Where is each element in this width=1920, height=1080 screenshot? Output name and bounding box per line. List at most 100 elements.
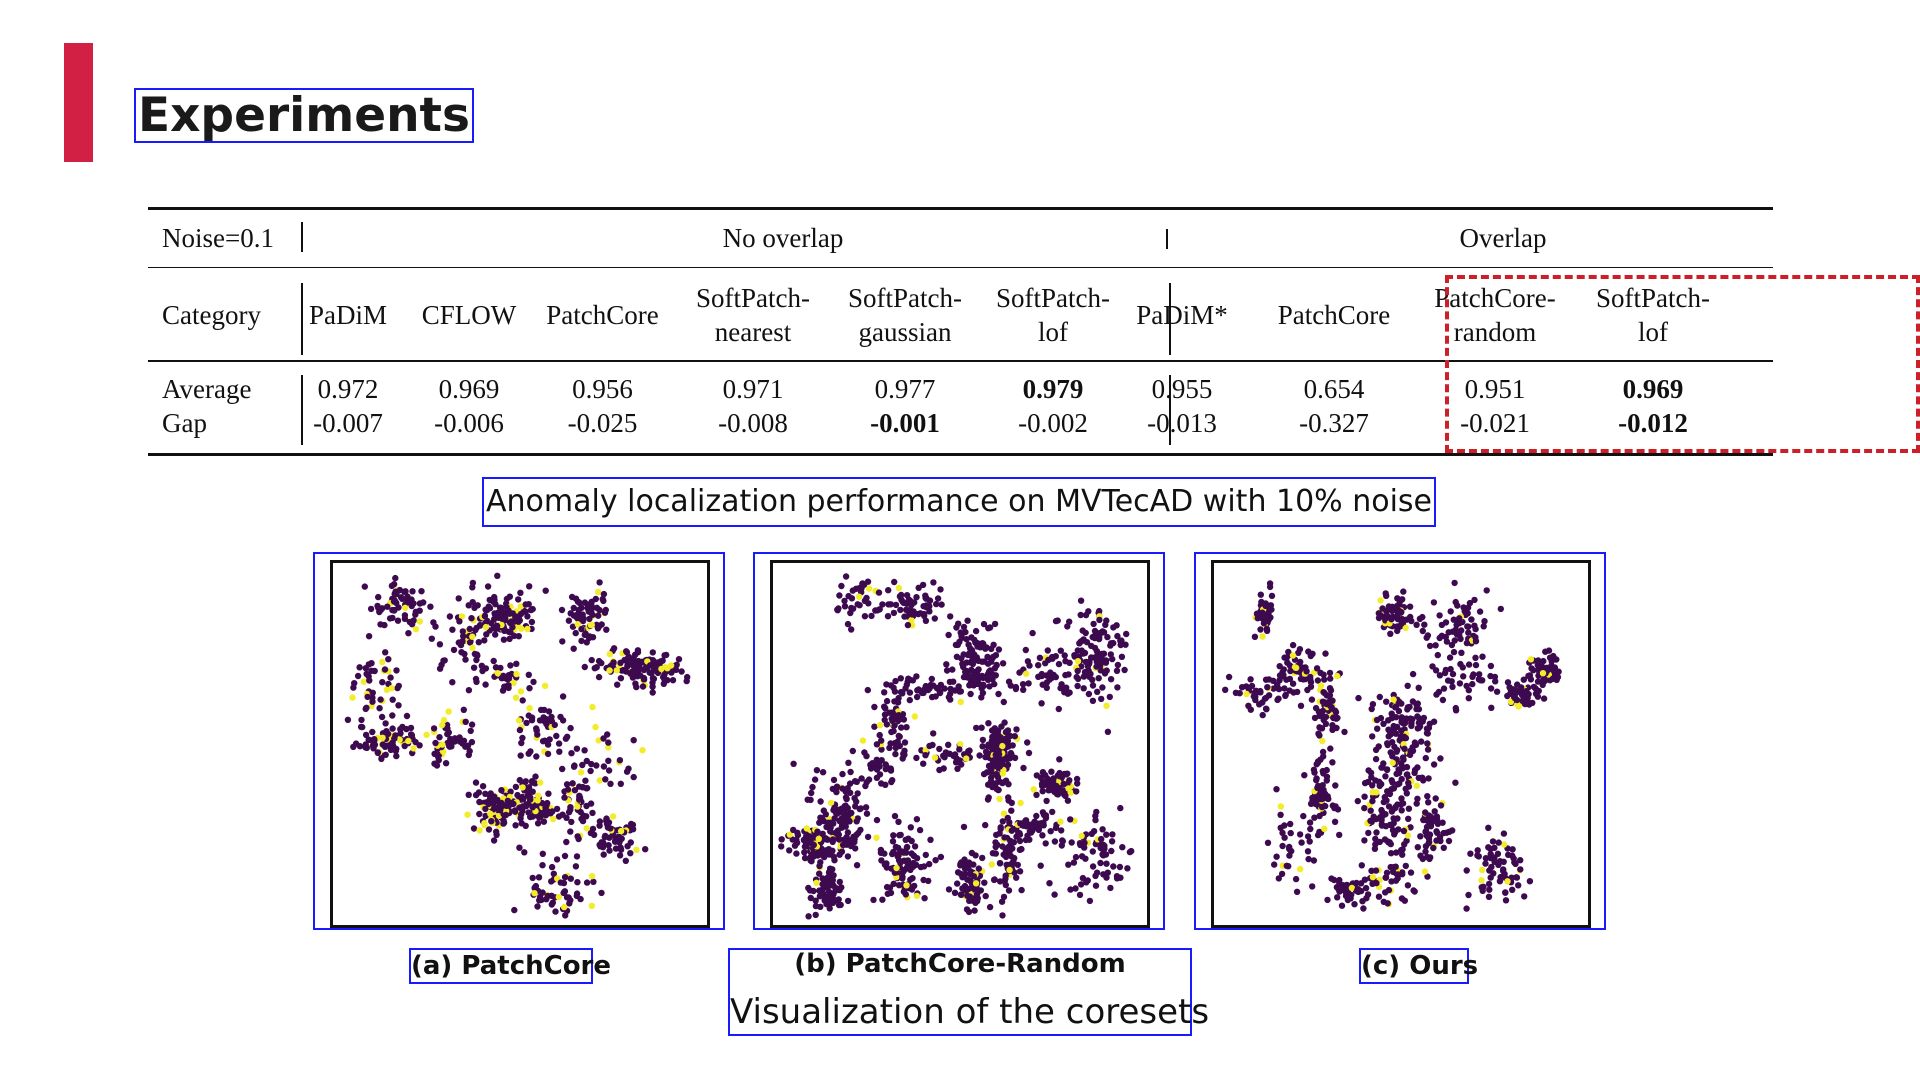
scatter-point (1038, 700, 1045, 707)
scatter-point (891, 812, 899, 820)
scatter-point (917, 610, 924, 617)
scatter-point (350, 684, 357, 691)
scatter-point (1294, 688, 1301, 696)
scatter-point (960, 823, 968, 831)
scatter-point (1464, 623, 1471, 630)
scatter-point (913, 816, 921, 823)
table-divider (1166, 229, 1168, 249)
scatter-point (958, 634, 965, 642)
scatter-point (1016, 837, 1024, 845)
scatter-point (1323, 692, 1330, 699)
scatter-point (943, 661, 950, 668)
scatter-point (583, 802, 590, 810)
scatter-point (943, 667, 951, 674)
scatter-point (1497, 873, 1504, 881)
scatter-point (845, 759, 852, 766)
scatter-point (1109, 655, 1116, 663)
scatter-point (595, 673, 603, 681)
scatter-point (532, 882, 540, 890)
scatter-point (1390, 691, 1397, 699)
scatter-point (470, 825, 478, 832)
scatter-point (1546, 654, 1554, 661)
scatter-point (1520, 676, 1527, 683)
scatter-point (651, 665, 658, 673)
column-header: PatchCore-random (1420, 281, 1570, 349)
scatter-point (979, 854, 986, 862)
column-header: SoftPatch-nearest (678, 281, 828, 349)
scatter-point (1307, 683, 1315, 690)
category-header: Category (162, 300, 261, 330)
scatter-point (605, 842, 612, 849)
scatter-point (377, 621, 384, 628)
scatter-point (369, 689, 376, 696)
scatter-point (1377, 597, 1384, 604)
scatter-point (1431, 808, 1438, 815)
scatter-point (401, 615, 409, 622)
scatter-point (1505, 851, 1512, 858)
scatter-point (887, 765, 894, 772)
scatter-point (1322, 650, 1329, 657)
scatter-point (1316, 812, 1323, 820)
scatter-point (516, 844, 523, 851)
scatter-point (534, 797, 541, 804)
scatter-point (450, 646, 458, 654)
scatter-point (446, 743, 453, 750)
scatter-point (891, 698, 898, 705)
scatter-point (556, 748, 563, 755)
scatter-point (374, 749, 382, 756)
scatter-point (1526, 878, 1534, 885)
table-cell: 0.972 (317, 374, 379, 404)
scatter-point (819, 875, 826, 882)
scatter-point (455, 595, 462, 602)
scatter-point (893, 864, 900, 872)
scatter-point (1430, 844, 1437, 852)
scatter-point (616, 839, 623, 846)
scatter-point (507, 629, 514, 636)
scatter-point (548, 713, 555, 721)
scatter-point (609, 813, 617, 820)
scatter-point (522, 822, 529, 829)
scatter-point (1424, 793, 1431, 800)
scatter-point (999, 843, 1006, 850)
scatter-point (526, 705, 533, 712)
scatter-point (1100, 871, 1107, 878)
scatter-point (565, 617, 573, 624)
scatter-point (525, 671, 532, 678)
scatter-point (949, 666, 956, 673)
scatter-point (1354, 797, 1361, 805)
scatter-point (1425, 840, 1432, 847)
scatter-point (1116, 863, 1124, 871)
scatter-point (1097, 859, 1104, 867)
scatter-point (552, 908, 559, 915)
scatter-point (1311, 814, 1318, 821)
scatter-point (539, 862, 546, 869)
scatter-point (812, 911, 819, 919)
scatter-point (1414, 844, 1421, 851)
scatter-point (1415, 684, 1422, 691)
scatter-point (1273, 786, 1280, 793)
scatter-point (464, 811, 471, 818)
scatter-point (1085, 690, 1093, 698)
scatter-point (483, 631, 490, 638)
scatter-point (937, 586, 944, 593)
scatter-point (926, 608, 933, 615)
scatter-point (1496, 858, 1504, 865)
scatter-point (449, 626, 456, 633)
scatter-point (1262, 705, 1270, 712)
scatter-point (1073, 788, 1080, 795)
scatter-point (1005, 794, 1012, 801)
scatter-point (475, 789, 483, 796)
column-header-line: random (1453, 317, 1537, 347)
scatter-point (569, 780, 576, 787)
scatter-point (1077, 881, 1085, 888)
scatter-point (606, 651, 613, 658)
scatter-point (1292, 664, 1300, 671)
scatter-point (1458, 627, 1465, 634)
scatter-point (383, 728, 390, 735)
scatter-point (1390, 815, 1397, 822)
noise-label: Noise=0.1 (162, 223, 274, 253)
scatter-point (908, 616, 915, 624)
scatter-point (809, 783, 816, 791)
scatter-point (1413, 800, 1420, 807)
scatter-point (825, 819, 832, 826)
